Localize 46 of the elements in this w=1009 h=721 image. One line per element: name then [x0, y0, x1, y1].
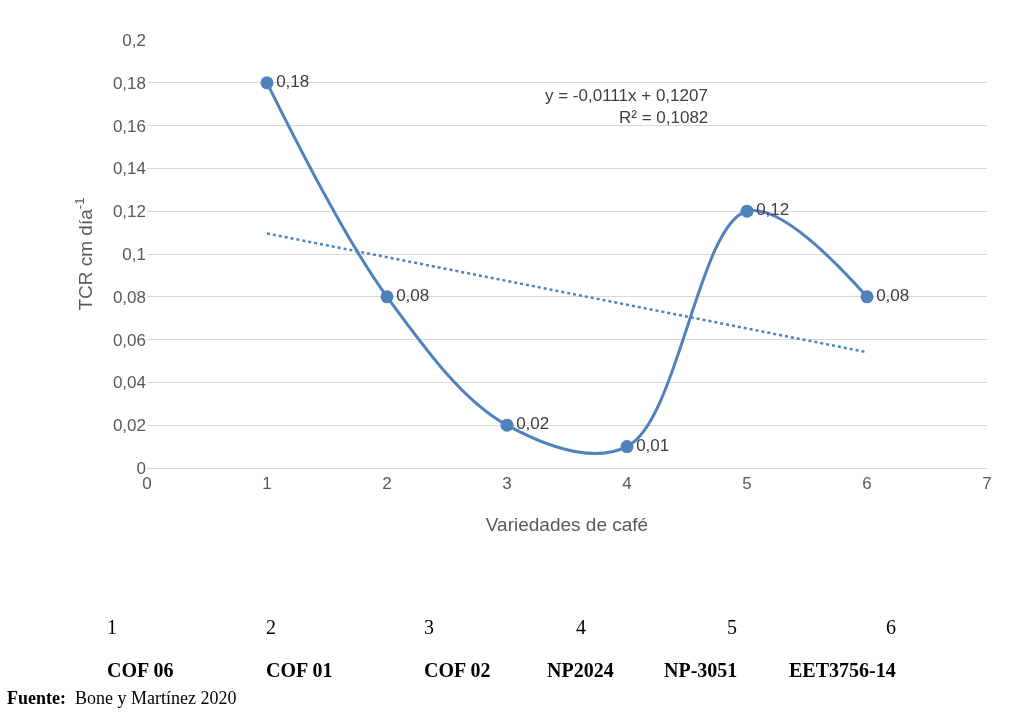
y-tick-label: 0,14: [112, 159, 146, 179]
x-tick-label: 5: [742, 474, 752, 494]
annotation: R² = 0,1082: [619, 108, 709, 127]
x-tick-label: 6: [862, 474, 872, 494]
y-tick-label: 0,04: [112, 373, 146, 393]
y-tick-label: 0: [136, 458, 146, 478]
text: NP-3051: [664, 659, 738, 681]
data-label: 0,08: [876, 286, 910, 306]
x-tick-label: 3: [502, 474, 512, 494]
y-tick-label: 0,08: [112, 287, 146, 307]
y-tick-label: 0,02: [112, 416, 146, 436]
x-tick-label: 2: [382, 474, 392, 494]
text: NP2024: [547, 659, 614, 681]
text: 6: [886, 616, 896, 638]
data-label: 0,18: [276, 72, 310, 92]
data-label: 0,01: [636, 435, 670, 455]
y-tick-label: 0,06: [112, 330, 146, 350]
point: [860, 290, 874, 304]
point: [620, 440, 634, 454]
annotation: y = -0,0111x + 0,1207: [545, 86, 708, 105]
data-label: 0,02: [516, 414, 550, 434]
text: COF 01: [266, 659, 333, 681]
text: COF 06: [107, 659, 174, 681]
y-tick-label: 0,1: [122, 244, 146, 264]
source-note: Fuente: Bone y Martínez 2020: [7, 688, 237, 708]
text: 3: [424, 616, 434, 638]
point: [260, 76, 274, 90]
text: COF 02: [424, 659, 491, 681]
data-label: 0,12: [756, 200, 790, 220]
y-tick-label: 0,18: [112, 73, 146, 93]
text: 1: [107, 616, 117, 638]
data-label: 0,08: [396, 286, 430, 306]
x-axis-title: Variedades de café: [485, 514, 649, 536]
point: [500, 418, 514, 432]
point: [380, 290, 394, 304]
x-tick-label: 4: [622, 474, 632, 494]
y-tick-label: 0,2: [122, 30, 146, 50]
y-tick-label: 0,16: [112, 116, 146, 136]
text: 2: [266, 616, 276, 638]
text: 5: [727, 616, 737, 638]
x-tick-label: 1: [262, 474, 272, 494]
y-tick-label: 0,12: [112, 202, 146, 222]
point: [740, 204, 754, 218]
text: EET3756-14: [789, 659, 896, 681]
text: 4: [576, 616, 586, 638]
x-tick-label: 7: [982, 474, 992, 494]
